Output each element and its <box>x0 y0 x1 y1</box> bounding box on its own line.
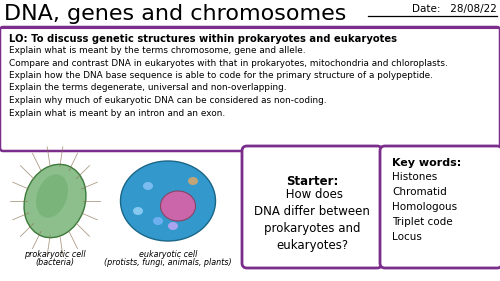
FancyBboxPatch shape <box>380 146 500 268</box>
Ellipse shape <box>120 161 216 241</box>
Text: (bacteria): (bacteria) <box>36 258 74 267</box>
Text: Explain what is meant by an intron and an exon.: Explain what is meant by an intron and a… <box>9 108 225 117</box>
Ellipse shape <box>143 182 153 190</box>
Ellipse shape <box>36 174 68 218</box>
Text: Histones: Histones <box>392 172 437 182</box>
Text: Explain why much of eukaryotic DNA can be considered as non-coding.: Explain why much of eukaryotic DNA can b… <box>9 96 326 105</box>
FancyBboxPatch shape <box>0 27 500 151</box>
Text: Chromatid: Chromatid <box>392 187 447 197</box>
Text: (protists, fungi, animals, plants): (protists, fungi, animals, plants) <box>104 258 232 267</box>
Text: DNA, genes and chromosomes: DNA, genes and chromosomes <box>4 4 346 24</box>
Text: eukaryotic cell: eukaryotic cell <box>139 250 197 259</box>
Text: Compare and contrast DNA in eukaryotes with that in prokaryotes, mitochondria an: Compare and contrast DNA in eukaryotes w… <box>9 58 448 67</box>
Ellipse shape <box>153 217 163 225</box>
Ellipse shape <box>188 177 198 185</box>
FancyBboxPatch shape <box>242 146 382 268</box>
Text: Explain how the DNA base sequence is able to code for the primary structure of a: Explain how the DNA base sequence is abl… <box>9 71 433 80</box>
Text: Key words:: Key words: <box>392 158 461 168</box>
Text: prokaryotic cell: prokaryotic cell <box>24 250 86 259</box>
Ellipse shape <box>133 207 143 215</box>
Text: Locus: Locus <box>392 232 422 242</box>
Text: Explain the terms degenerate, universal and non-overlapping.: Explain the terms degenerate, universal … <box>9 83 286 92</box>
Ellipse shape <box>160 191 196 221</box>
Text: Triplet code: Triplet code <box>392 217 452 227</box>
Text: Explain what is meant by the terms chromosome, gene and allele.: Explain what is meant by the terms chrom… <box>9 46 306 55</box>
Text: How does
DNA differ between
prokaryotes and
eukaryotes?: How does DNA differ between prokaryotes … <box>254 188 370 252</box>
Text: LO: To discuss genetic structures within prokaryotes and eukaryotes: LO: To discuss genetic structures within… <box>9 34 397 44</box>
Text: Date:   28/08/22: Date: 28/08/22 <box>412 4 497 14</box>
Text: Homologous: Homologous <box>392 202 457 212</box>
Ellipse shape <box>168 222 178 230</box>
Ellipse shape <box>24 164 86 238</box>
Text: Starter:: Starter: <box>286 175 338 188</box>
